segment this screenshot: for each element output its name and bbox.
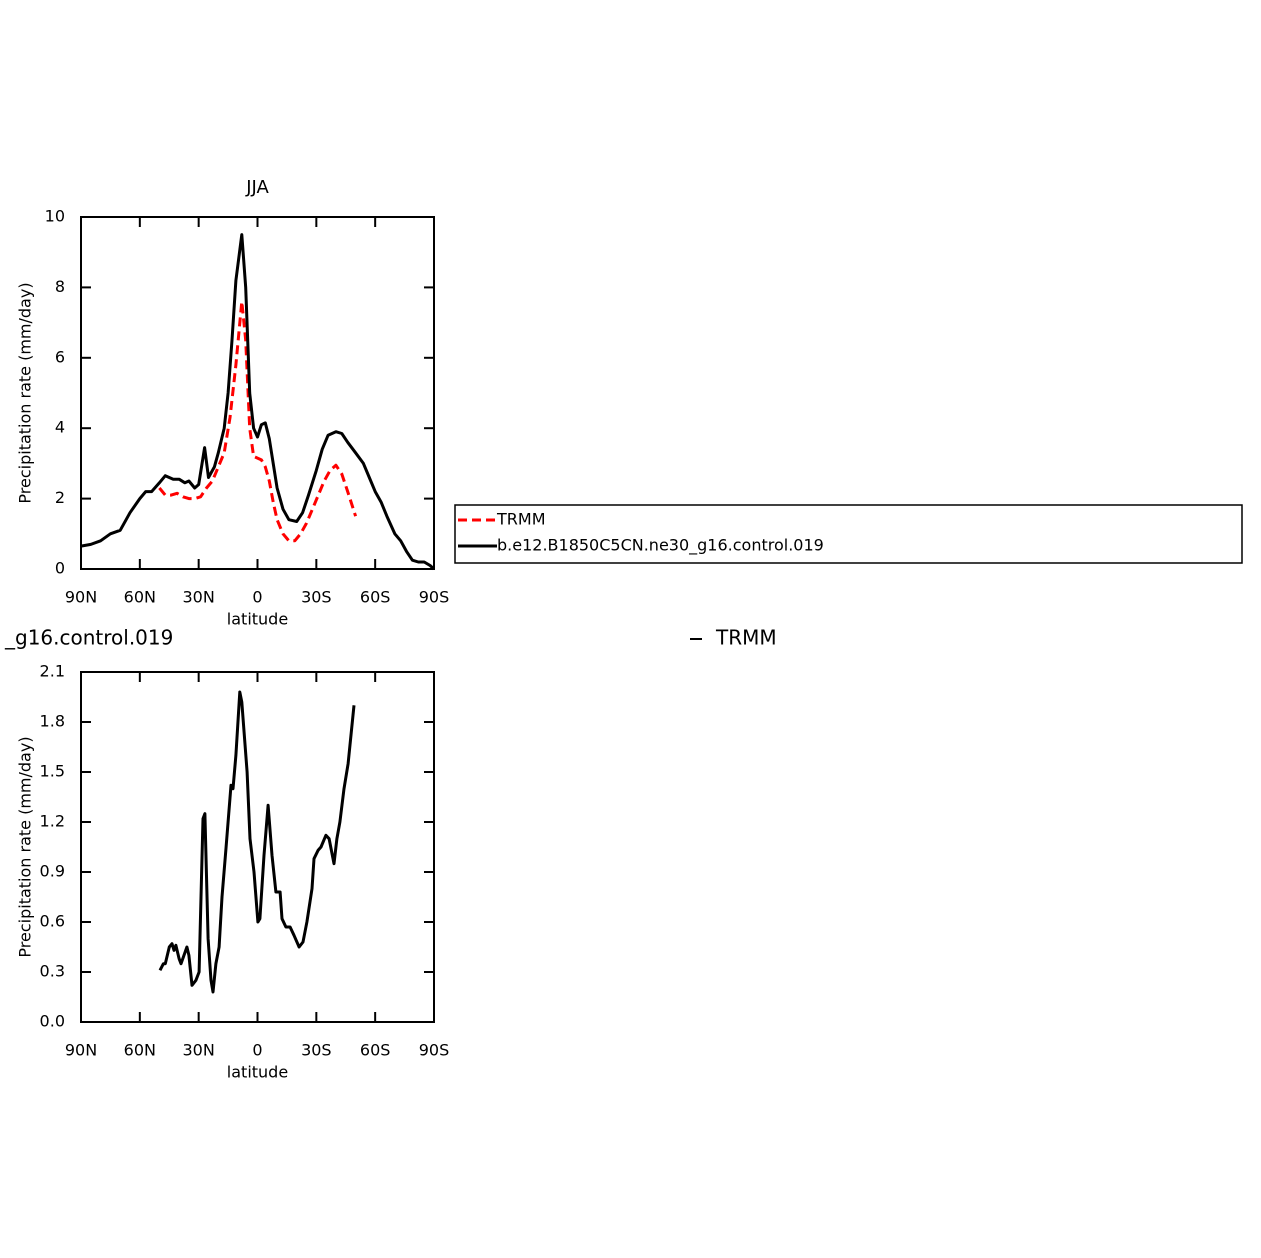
y-tick-label: 10 xyxy=(45,207,65,226)
x-tick-label: 30S xyxy=(301,588,332,607)
y-tick-label: 6 xyxy=(55,347,65,366)
y-axis-label: Precipitation rate (mm/day) xyxy=(16,736,35,957)
x-tick-label: 90N xyxy=(65,588,97,607)
x-tick-label: 30N xyxy=(183,588,215,607)
x-tick-label: 30N xyxy=(183,1041,215,1060)
y-tick-label: 8 xyxy=(55,277,65,296)
y-tick-label: 1.8 xyxy=(40,712,65,731)
plot-frame xyxy=(80,216,435,570)
chart-title: JJA xyxy=(245,177,269,198)
x-tick-label: 60N xyxy=(124,1041,156,1060)
x-tick-label: 30S xyxy=(301,1041,332,1060)
plot-frame xyxy=(80,671,435,1023)
y-tick-label: 2.1 xyxy=(40,662,65,681)
legend-label: b.e12.B1850C5CN.ne30_g16.control.019 xyxy=(497,536,824,556)
x-axis-label: latitude xyxy=(227,1063,288,1082)
x-tick-label: 60S xyxy=(360,1041,391,1060)
x-tick-label: 90S xyxy=(419,588,450,607)
data-line xyxy=(158,300,358,543)
data-line xyxy=(158,690,356,994)
legend-label: TRMM xyxy=(496,510,546,529)
y-tick-label: 0.9 xyxy=(40,862,65,881)
y-tick-label: 0.0 xyxy=(40,1012,65,1031)
chart-title-left: _g16.control.019 xyxy=(4,626,173,650)
y-axis-label: Precipitation rate (mm/day) xyxy=(16,282,35,503)
x-tick-label: 60S xyxy=(360,588,391,607)
y-tick-label: 0 xyxy=(55,559,65,578)
y-tick-label: 1.2 xyxy=(40,812,65,831)
x-tick-label: 90S xyxy=(419,1041,450,1060)
x-tick-label: 0 xyxy=(252,1041,262,1060)
y-tick-label: 0.3 xyxy=(40,962,65,981)
y-tick-label: 2 xyxy=(55,488,65,507)
data-line xyxy=(80,233,436,571)
x-tick-label: 0 xyxy=(252,588,262,607)
y-tick-label: 0.6 xyxy=(40,912,65,931)
y-tick-label: 1.5 xyxy=(40,762,65,781)
y-tick-label: 4 xyxy=(55,418,65,437)
x-axis-label: latitude xyxy=(227,610,288,629)
x-tick-label: 90N xyxy=(65,1041,97,1060)
legend-box xyxy=(454,504,1243,564)
x-tick-label: 60N xyxy=(124,588,156,607)
chart-title-right: TRMM xyxy=(715,626,777,650)
